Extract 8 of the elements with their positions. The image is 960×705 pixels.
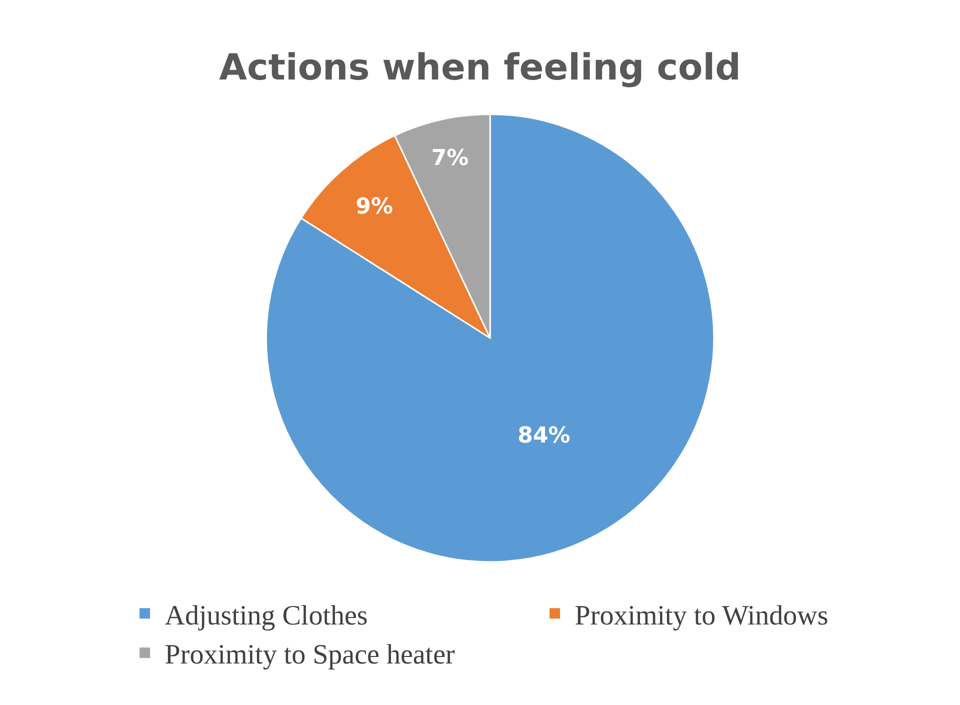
pie-slice	[266, 113, 715, 562]
chart-title: Actions when feeling cold	[219, 48, 741, 89]
data-label: 7%	[431, 146, 469, 172]
data-label: 84%	[518, 424, 570, 449]
data-label: 9%	[356, 194, 394, 220]
legend-label: Proximity to Space heater	[164, 640, 456, 671]
legend-label: Adjusting Clothes	[164, 600, 368, 632]
legend-label: Proximity to Windows	[574, 600, 828, 632]
